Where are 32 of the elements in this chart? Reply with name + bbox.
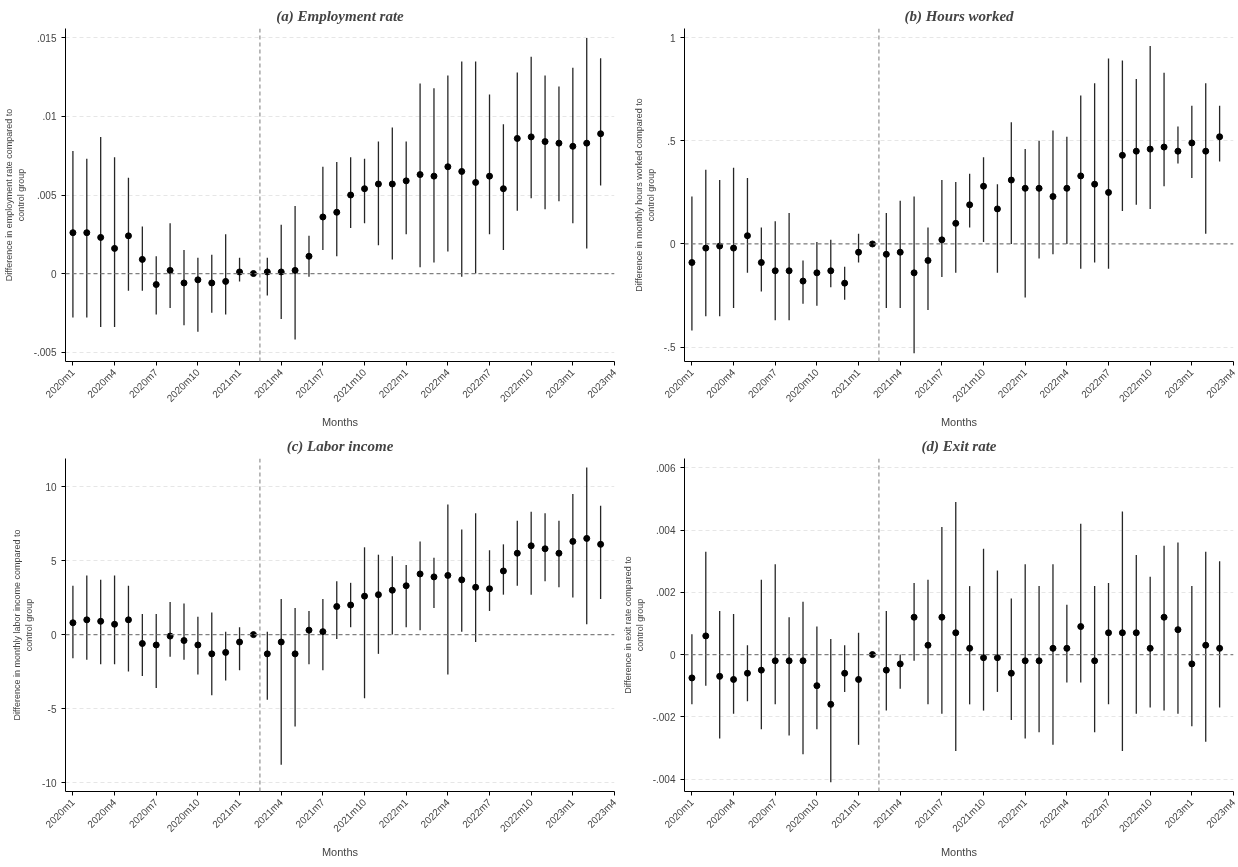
y-tick-label: 0 — [669, 238, 676, 250]
y-tick-label: .004 — [656, 525, 676, 537]
y-tick-label: .5 — [667, 135, 676, 147]
y-tick-label: 10 — [45, 481, 57, 493]
chart-title: (b) Hours worked — [904, 7, 1015, 25]
y-tick-label: .01 — [42, 111, 57, 123]
y-tick-label: 1 — [669, 32, 676, 44]
y-tick-label: -.5 — [663, 342, 676, 354]
y-tick-label: 0 — [50, 629, 57, 641]
chart-title: (c) Labor income — [286, 437, 394, 455]
y-tick-label: .006 — [656, 462, 676, 474]
y-tick-label: -5 — [47, 703, 57, 715]
y-tick-label: 0 — [669, 649, 676, 661]
x-axis-title: Months — [940, 845, 978, 858]
y-axis-title: Difference in monthly hours worked compared to control group — [633, 98, 656, 292]
y-tick-label: 5 — [50, 555, 57, 567]
chart-title: (d) Exit rate — [921, 437, 997, 455]
y-tick-label: -10 — [42, 777, 57, 789]
x-axis-title: Months — [940, 415, 978, 428]
y-axis-title: Difference in employment rate compared to control group — [3, 108, 26, 282]
y-axis-title: Difference in exit rate compared to control group — [622, 556, 645, 694]
y-tick-label: -.005 — [33, 347, 57, 359]
x-axis-title: Months — [321, 415, 359, 428]
y-tick-label: .015 — [37, 32, 57, 44]
chart-title: (a) Employment rate — [276, 7, 405, 25]
y-axis-title: Difference in monthly labor income compared to control group — [12, 529, 35, 721]
y-tick-label: -.004 — [652, 774, 676, 786]
y-tick-label: -.002 — [652, 711, 676, 723]
x-axis-title: Months — [321, 845, 359, 858]
y-tick-label: 0 — [50, 268, 57, 280]
y-tick-label: .002 — [656, 587, 676, 599]
y-tick-label: .005 — [37, 190, 57, 201]
